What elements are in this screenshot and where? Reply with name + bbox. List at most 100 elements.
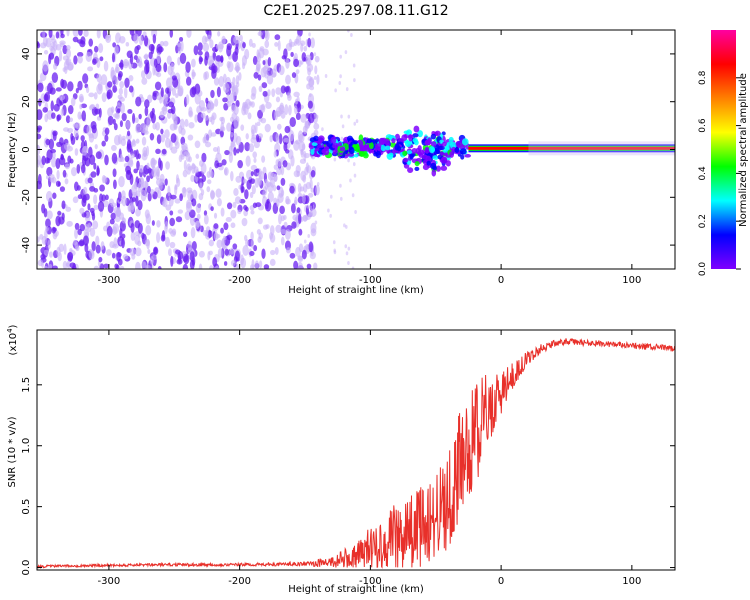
- spectrogram-noise-blob: [45, 225, 49, 232]
- spectrogram-noise-blob: [315, 184, 320, 196]
- spectrogram-noise-blob: [243, 178, 247, 184]
- spectrogram-noise-blob: [153, 58, 158, 68]
- spectrogram-noise-blob: [298, 228, 303, 236]
- spectrogram-noise-blob: [80, 164, 86, 174]
- spectrogram-noise-blob: [230, 259, 236, 267]
- spectrogram-noise-blob: [295, 112, 301, 121]
- spectrogram-noise-blob: [48, 30, 53, 38]
- spectrogram-band-blob: [359, 145, 366, 152]
- spectrogram-noise-blob: [137, 222, 143, 234]
- spectrogram-noise-blob: [143, 150, 147, 158]
- colorbar-tick-label: 0.4: [698, 166, 708, 181]
- spectrogram-noise-blob: [135, 261, 141, 269]
- spectrogram-noise-blob: [167, 65, 173, 76]
- spectrogram-band-blob: [354, 153, 359, 158]
- spectrogram-noise-blob: [295, 69, 300, 75]
- spectrogram-noise-blob: [165, 87, 170, 94]
- spectrogram-band-blob: [431, 169, 437, 177]
- spectrogram-noise-blob: [189, 209, 196, 219]
- spectrogram-noise-blob: [221, 237, 226, 246]
- spectrogram-noise-blob: [93, 45, 99, 53]
- spectrogram-noise-blob: [303, 45, 308, 52]
- spectrogram-noise-blob: [273, 150, 278, 158]
- spectrogram-noise-blob: [286, 92, 291, 99]
- spectrogram-noise-blob: [111, 144, 117, 152]
- spectrogram-noise-blob: [64, 178, 69, 185]
- spectrogram-noise-blob: [306, 83, 311, 90]
- spectrogram-noise-blob: [345, 251, 349, 256]
- spectrogram-noise-blob: [82, 186, 88, 195]
- spectrogram-noise-blob: [255, 134, 260, 143]
- spectrogram-noise-blob: [347, 246, 351, 251]
- spectrogram-noise-blob: [306, 263, 312, 269]
- spectrogram-noise-blob: [177, 85, 184, 97]
- spectrogram-noise-blob: [339, 196, 343, 201]
- spectrogram-noise-blob: [285, 198, 291, 205]
- colorbar-tick-label: 0.8: [698, 70, 708, 85]
- spectrogram-noise-blob: [69, 248, 73, 253]
- spectrogram-noise-blob: [294, 98, 299, 105]
- spectrogram-noise-blob: [130, 153, 135, 159]
- spectrogram-noise-blob: [155, 121, 160, 131]
- spectrogram-noise-blob: [339, 74, 342, 79]
- spectrogram-noise-blob: [283, 221, 288, 228]
- spectrogram-noise-blob: [313, 262, 318, 269]
- spectrogram-noise-blob: [347, 114, 351, 119]
- spectrogram-noise-blob: [138, 60, 143, 68]
- spectrogram-noise-blob: [110, 66, 115, 78]
- spectrogram-noise-blob: [316, 74, 320, 85]
- spectrogram-noise-blob: [118, 212, 124, 220]
- spectrogram-noise-blob: [221, 35, 226, 46]
- spectrogram-noise-blob: [106, 89, 113, 99]
- spectrogram-noise-blob: [303, 150, 307, 162]
- spectrogram-band-blob: [440, 156, 448, 164]
- spectrogram-noise-blob: [70, 132, 74, 141]
- spectrogram-noise-blob: [204, 55, 208, 66]
- spectrogram-noise-blob: [52, 227, 57, 232]
- spectrogram-noise-blob: [95, 244, 101, 254]
- spectrogram-noise-blob: [61, 200, 66, 210]
- spectrogram-noise-blob: [243, 204, 248, 211]
- spectrogram-noise-blob: [208, 239, 215, 247]
- spectrogram-noise-blob: [347, 260, 350, 265]
- spectrogram-noise-blob: [208, 229, 212, 239]
- spectrogram-noise-blob: [250, 171, 254, 177]
- spectrogram-noise-blob: [60, 108, 65, 117]
- spectrogram-noise-blob: [250, 264, 255, 269]
- spectrogram-noise-blob: [169, 30, 174, 38]
- spectrogram-noise-blob: [62, 169, 67, 178]
- spectrogram-noise-blob: [195, 153, 200, 159]
- spectrogram-noise-blob: [129, 30, 135, 36]
- spectrogram-noise-blob: [219, 126, 226, 132]
- spectrogram-noise-blob: [65, 115, 71, 124]
- spectrogram-band-blob: [430, 141, 437, 147]
- spectrogram-noise-blob: [296, 207, 301, 214]
- spectrogram-noise-blob: [121, 112, 127, 122]
- spectrogram-noise-blob: [145, 213, 151, 225]
- spectrogram-noise-blob: [315, 114, 319, 119]
- spectrogram-noise-blob: [125, 120, 131, 130]
- spectrogram-noise-blob: [314, 220, 318, 225]
- spectrogram-noise-blob: [193, 45, 199, 56]
- spectrogram-noise-blob: [45, 218, 51, 229]
- spectrogram-noise-blob: [213, 212, 218, 219]
- spectrogram-noise-blob: [179, 193, 183, 202]
- spectrogram-noise-blob: [270, 225, 275, 236]
- spectrogram-noise-blob: [260, 117, 267, 124]
- spectrogram-noise-blob: [121, 237, 125, 249]
- spectrogram-noise-blob: [91, 212, 96, 221]
- spectrogram-noise-blob: [263, 264, 270, 269]
- spectrogram-noise-blob: [97, 200, 105, 212]
- spectrogram-noise-blob: [267, 171, 274, 181]
- spectrogram-noise-blob: [220, 227, 224, 234]
- spectrogram-noise-blob: [156, 220, 161, 228]
- spectrogram-noise-blob: [58, 243, 65, 253]
- spectrogram-noise-blob: [217, 41, 224, 53]
- spectrogram-noise-blob: [165, 236, 170, 248]
- snr-y-tick-label: 0.5: [21, 499, 32, 515]
- spectrogram-noise-blob: [37, 125, 43, 131]
- spectrogram-noise-blob: [62, 260, 68, 269]
- spectrogram-noise-blob: [88, 146, 93, 158]
- spectrogram-band-blob: [412, 138, 418, 143]
- spectrogram-noise-blob: [128, 159, 134, 168]
